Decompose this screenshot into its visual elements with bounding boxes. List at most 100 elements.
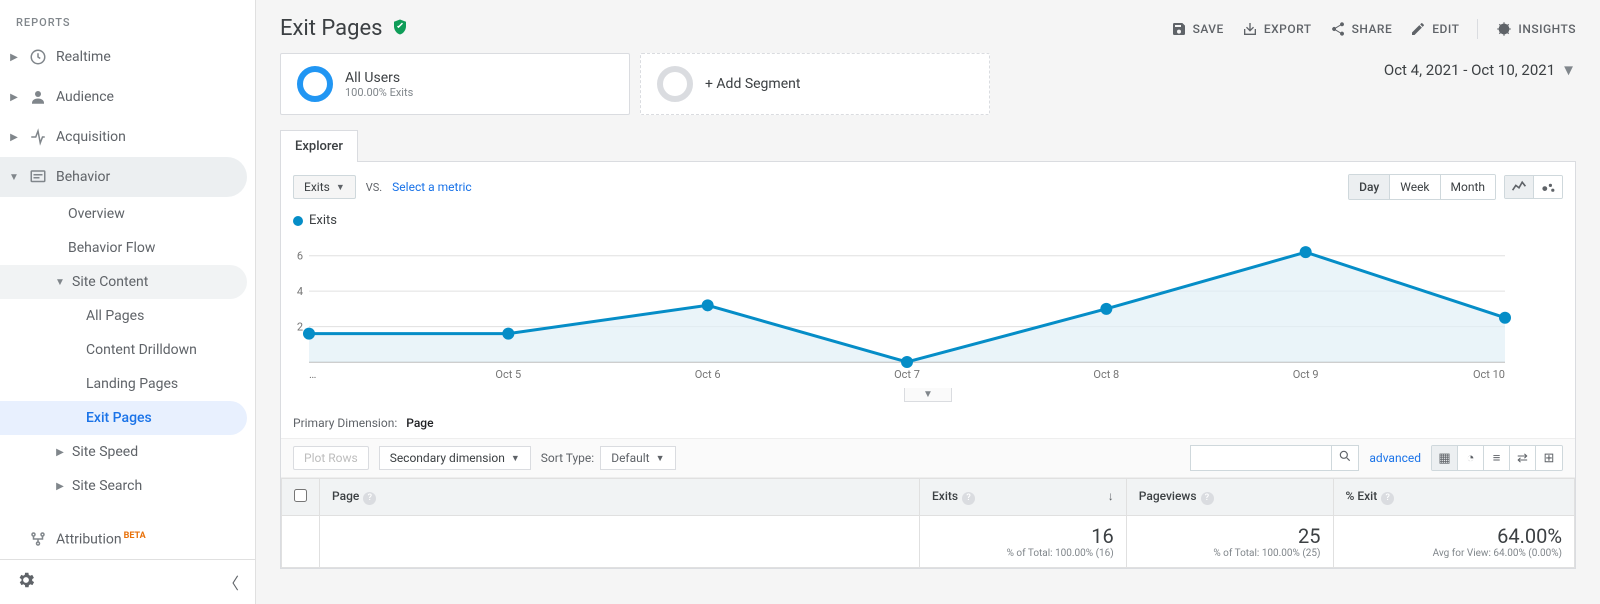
nav-realtime[interactable]: ▶ Realtime — [0, 37, 247, 77]
view-data-table[interactable]: ▦ — [1432, 446, 1458, 470]
table-view-group: ▦ ◔ ≡ ⇄ ⊞ — [1431, 445, 1563, 471]
legend-label: Exits — [309, 213, 337, 228]
nav-behavior[interactable]: ▼ Behavior — [0, 157, 247, 197]
search-button[interactable] — [1331, 446, 1358, 470]
acquisition-icon — [28, 127, 48, 147]
expand-chart-button[interactable]: ▼ — [904, 388, 952, 402]
segment-row: All Users 100.00% Exits + Add Segment Oc… — [280, 53, 1576, 115]
nav-landing-pages[interactable]: Landing Pages — [0, 367, 247, 401]
chevron-down-icon: ▼ — [1561, 61, 1576, 79]
summary-exits: 16 % of Total: 100.00% (16) — [920, 516, 1127, 568]
nav-exit-pages[interactable]: Exit Pages — [0, 401, 247, 435]
svg-text:6: 6 — [297, 250, 303, 263]
save-button[interactable]: SAVE — [1171, 21, 1224, 37]
chevron-down-icon: ▼ — [336, 182, 345, 193]
svg-text:2: 2 — [297, 321, 303, 334]
help-icon[interactable]: ? — [1201, 492, 1214, 505]
granularity-month[interactable]: Month — [1441, 175, 1495, 199]
advanced-filter-link[interactable]: advanced — [1369, 451, 1421, 465]
collapse-sidebar-icon[interactable]: 〈 — [223, 570, 239, 594]
divider — [1477, 19, 1478, 39]
sort-type-dropdown[interactable]: Default ▼ — [600, 446, 675, 470]
nav-label: Site Speed — [72, 444, 138, 460]
chevron-right-icon: ▶ — [8, 52, 20, 63]
view-comparison[interactable]: ⇄ — [1510, 446, 1536, 470]
svg-text:…: … — [309, 368, 316, 381]
nav-attribution[interactable]: AttributionBETA — [0, 518, 255, 559]
nav-overview[interactable]: Overview — [0, 197, 247, 231]
sort-type-label: Sort Type: — [541, 451, 594, 465]
summary-row: 16 % of Total: 100.00% (16) 25 % of Tota… — [282, 516, 1575, 568]
settings-icon[interactable] — [16, 570, 36, 594]
action-label: EXPORT — [1264, 22, 1312, 36]
table-controls: Plot Rows Secondary dimension ▼ Sort Typ… — [281, 438, 1575, 478]
behavior-submenu: Overview Behavior Flow ▼ Site Content Al… — [0, 197, 255, 503]
dimension-value[interactable]: Page — [406, 416, 433, 430]
export-button[interactable]: EXPORT — [1242, 21, 1312, 37]
segment-all-users[interactable]: All Users 100.00% Exits — [280, 53, 630, 115]
dimension-label: Primary Dimension: — [293, 416, 397, 430]
sidebar-footer: 〈 — [0, 559, 255, 604]
chevron-down-icon: ▼ — [54, 277, 66, 288]
plot-rows-button[interactable]: Plot Rows — [293, 446, 369, 470]
share-button[interactable]: SHARE — [1330, 21, 1393, 37]
select-metric-link[interactable]: Select a metric — [392, 180, 472, 194]
chevron-right-icon: ▶ — [8, 132, 20, 143]
edit-button[interactable]: EDIT — [1410, 21, 1459, 37]
primary-metric-dropdown[interactable]: Exits ▼ — [293, 175, 356, 199]
chart-type-motion[interactable] — [1534, 176, 1562, 198]
nav-content-drilldown[interactable]: Content Drilldown — [0, 333, 247, 367]
data-table: Page? Exits?↓ Pageviews? % Exit? 16 — [281, 478, 1575, 568]
nav-all-pages[interactable]: All Pages — [0, 299, 247, 333]
add-segment-button[interactable]: + Add Segment — [640, 53, 990, 115]
view-bar[interactable]: ≡ — [1484, 446, 1510, 470]
nav-label: Acquisition — [56, 129, 126, 145]
help-icon[interactable]: ? — [1381, 492, 1394, 505]
granularity-day[interactable]: Day — [1349, 175, 1390, 199]
nav-label: Audience — [56, 89, 114, 105]
segment-circle-icon — [657, 66, 693, 102]
nav-site-search[interactable]: ▶ Site Search — [0, 469, 247, 503]
chart-type-line[interactable] — [1505, 176, 1534, 198]
page-title: Exit Pages — [280, 16, 383, 41]
chevron-down-icon: ▼ — [511, 453, 520, 464]
nav-audience[interactable]: ▶ Audience — [0, 77, 247, 117]
segment-title: All Users — [345, 70, 413, 86]
svg-text:Oct 9: Oct 9 — [1293, 368, 1319, 381]
insights-button[interactable]: INSIGHTS — [1496, 21, 1576, 37]
tab-explorer[interactable]: Explorer — [280, 130, 358, 162]
col-pageviews[interactable]: Pageviews? — [1126, 479, 1333, 516]
date-range-picker[interactable]: Oct 4, 2021 - Oct 10, 2021 ▼ — [1384, 53, 1576, 79]
view-pivot[interactable]: ⊞ — [1536, 446, 1562, 470]
chart-area: 246…Oct 5Oct 6Oct 7Oct 8Oct 9Oct 10 — [281, 232, 1575, 386]
svg-text:Oct 5: Oct 5 — [495, 368, 521, 381]
page-header: Exit Pages SAVE EXPORT SHARE — [256, 0, 1600, 53]
help-icon[interactable]: ? — [962, 492, 975, 505]
table-search-input[interactable] — [1191, 447, 1331, 469]
nav-label: AttributionBETA — [56, 531, 146, 548]
segment-circle-icon — [297, 66, 333, 102]
col-exits[interactable]: Exits?↓ — [920, 479, 1127, 516]
date-range-label: Oct 4, 2021 - Oct 10, 2021 — [1384, 61, 1555, 79]
explorer-panel: Exits ▼ VS. Select a metric Day Week Mon… — [280, 162, 1576, 569]
tab-bar: Explorer — [280, 129, 1576, 162]
help-icon[interactable]: ? — [363, 492, 376, 505]
svg-text:Oct 8: Oct 8 — [1093, 368, 1119, 381]
nav-behavior-flow[interactable]: Behavior Flow — [0, 231, 247, 265]
exits-line-chart: 246…Oct 5Oct 6Oct 7Oct 8Oct 9Oct 10 — [293, 232, 1513, 382]
nav-site-content[interactable]: ▼ Site Content — [0, 265, 247, 299]
primary-dimension-row: Primary Dimension: Page — [281, 402, 1575, 438]
nav-site-speed[interactable]: ▶ Site Speed — [0, 435, 247, 469]
table-search-box — [1190, 445, 1359, 471]
col-page[interactable]: Page? — [320, 479, 920, 516]
granularity-week[interactable]: Week — [1390, 175, 1440, 199]
nav-acquisition[interactable]: ▶ Acquisition — [0, 117, 247, 157]
col-pct-exit[interactable]: % Exit? — [1333, 479, 1575, 516]
granularity-group: Day Week Month — [1348, 174, 1496, 200]
chevron-right-icon: ▶ — [54, 481, 66, 492]
select-all-checkbox[interactable] — [294, 489, 307, 502]
view-pie[interactable]: ◔ — [1458, 446, 1484, 470]
summary-pageviews: 25 % of Total: 100.00% (25) — [1126, 516, 1333, 568]
vs-label: VS. — [366, 181, 382, 194]
secondary-dimension-dropdown[interactable]: Secondary dimension ▼ — [379, 446, 531, 470]
